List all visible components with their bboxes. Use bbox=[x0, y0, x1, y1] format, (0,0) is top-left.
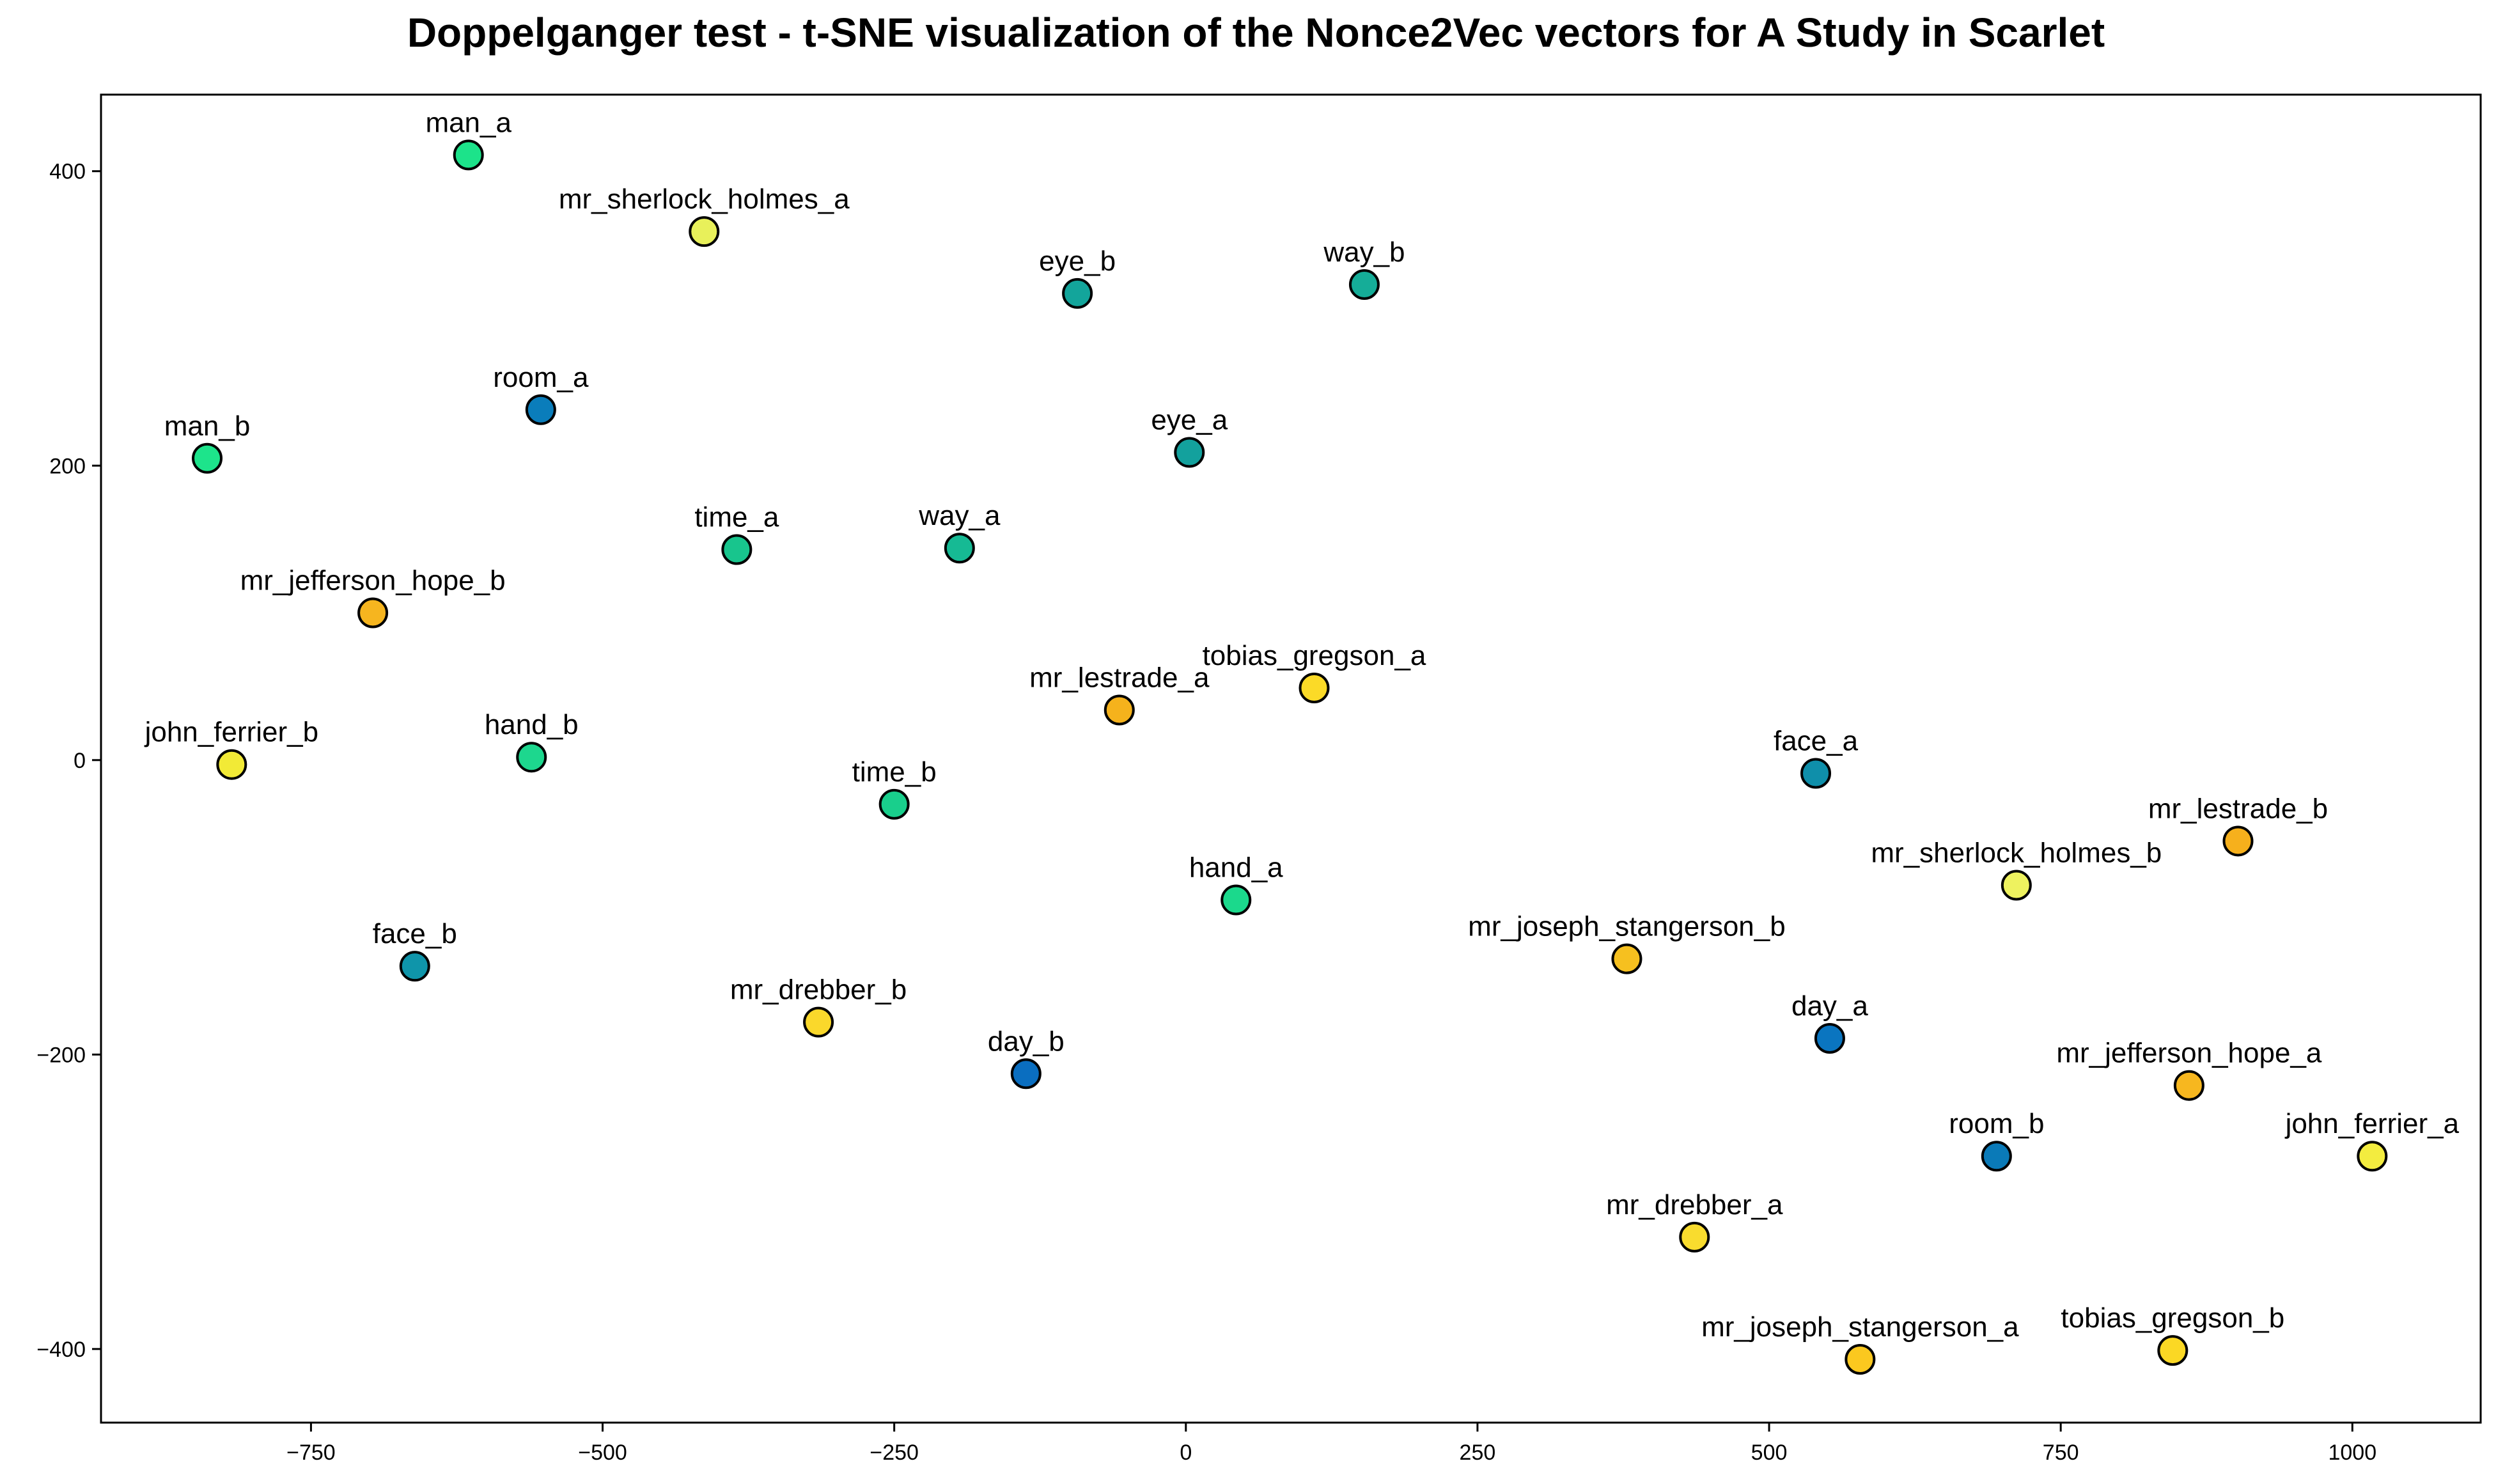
x-tick-label: −750 bbox=[286, 1441, 336, 1465]
x-tick-label: 1000 bbox=[2328, 1441, 2376, 1465]
scatter-point bbox=[1104, 694, 1135, 726]
scatter-point bbox=[2222, 825, 2254, 857]
scatter-point bbox=[2173, 1070, 2204, 1101]
scatter-point bbox=[1062, 277, 1093, 309]
point-label: eye_a bbox=[1151, 405, 1228, 436]
chart-title: Doppelganger test - t-SNE visualization … bbox=[407, 10, 2105, 56]
scatter-point bbox=[216, 749, 247, 780]
point-label: mr_lestrade_a bbox=[1029, 662, 1210, 694]
point-label: day_a bbox=[1791, 990, 1868, 1022]
plot-area-frame bbox=[100, 93, 2482, 1424]
scatter-point bbox=[2001, 870, 2032, 901]
point-label: mr_jefferson_hope_b bbox=[240, 565, 506, 597]
x-tick-label: −250 bbox=[870, 1441, 919, 1465]
point-label: man_a bbox=[425, 107, 511, 138]
point-label: mr_lestrade_b bbox=[2148, 793, 2328, 824]
scatter-point bbox=[1174, 437, 1205, 468]
data-points: man_a mr_sherlock_holmes_a eye_b way_b room_… bbox=[144, 107, 2460, 1375]
point-label: hand_a bbox=[1189, 852, 1283, 884]
scatter-point bbox=[1348, 269, 1380, 301]
point-label: way_a bbox=[918, 500, 1001, 531]
x-tick-label: 750 bbox=[2043, 1441, 2079, 1465]
scatter-point bbox=[1845, 1343, 1876, 1375]
point-label: face_a bbox=[1774, 726, 1859, 757]
scatter-point bbox=[944, 533, 975, 564]
point-label: mr_sherlock_holmes_a bbox=[559, 184, 850, 215]
point-label: time_b bbox=[852, 756, 937, 788]
point-label: tobias_gregson_b bbox=[2061, 1302, 2284, 1334]
point-label: mr_sherlock_holmes_b bbox=[1871, 838, 2162, 869]
point-label: time_a bbox=[694, 502, 779, 533]
scatter-point bbox=[1611, 943, 1642, 974]
point-label: mr_drebber_b bbox=[730, 974, 907, 1006]
point-label: mr_joseph_stangerson_b bbox=[1468, 911, 1786, 942]
scatter-point bbox=[1221, 884, 1252, 916]
scatter-point bbox=[1800, 758, 1832, 789]
x-tick-label: 0 bbox=[1180, 1441, 1192, 1465]
point-label: room_b bbox=[1949, 1108, 2044, 1139]
scatter-point bbox=[689, 216, 720, 247]
y-tick-label: 200 bbox=[49, 454, 86, 478]
scatter-point bbox=[1299, 672, 1330, 703]
point-label: day_b bbox=[988, 1026, 1065, 1057]
point-label: mr_drebber_a bbox=[1606, 1189, 1783, 1221]
scatter-point bbox=[878, 788, 910, 820]
point-label: eye_b bbox=[1039, 246, 1116, 277]
scatter-point bbox=[1679, 1221, 1710, 1253]
point-label: john_ferrier_a bbox=[2284, 1108, 2460, 1139]
x-axis: −750 −500 −250 0 250 500 750 1000 bbox=[286, 1423, 2376, 1465]
point-label: face_b bbox=[373, 918, 457, 949]
scatter-point bbox=[453, 139, 484, 171]
point-label: hand_b bbox=[485, 709, 579, 740]
point-label: way_b bbox=[1323, 237, 1405, 268]
x-tick-label: 250 bbox=[1460, 1441, 1496, 1465]
y-tick-label: 400 bbox=[49, 160, 86, 184]
scatter-point bbox=[1981, 1141, 2012, 1172]
scatter-point bbox=[803, 1006, 834, 1038]
point-label: mr_jefferson_hope_a bbox=[2056, 1038, 2322, 1069]
y-axis: 400 200 0 −200 −400 bbox=[36, 160, 101, 1362]
scatter-point bbox=[1814, 1023, 1845, 1054]
scatter-point bbox=[1010, 1058, 1041, 1090]
y-tick-label: −200 bbox=[36, 1043, 86, 1067]
point-label: man_b bbox=[164, 410, 251, 442]
scatter-point bbox=[525, 394, 556, 425]
point-label: mr_joseph_stangerson_a bbox=[1701, 1311, 2019, 1343]
x-tick-label: −500 bbox=[578, 1441, 627, 1465]
x-tick-label: 500 bbox=[1751, 1441, 1788, 1465]
point-label: tobias_gregson_a bbox=[1203, 640, 1426, 671]
scatter-point bbox=[2357, 1141, 2388, 1172]
scatter-point bbox=[399, 951, 430, 982]
y-tick-label: −400 bbox=[36, 1338, 86, 1362]
y-tick-label: 0 bbox=[74, 749, 86, 773]
scatter-point bbox=[357, 597, 389, 629]
scatter-point bbox=[721, 534, 753, 565]
scatter-point bbox=[192, 442, 223, 474]
point-label: room_a bbox=[493, 362, 589, 393]
scatter-point bbox=[2157, 1335, 2188, 1366]
scatter-point bbox=[516, 742, 547, 773]
point-label: john_ferrier_b bbox=[144, 717, 319, 748]
